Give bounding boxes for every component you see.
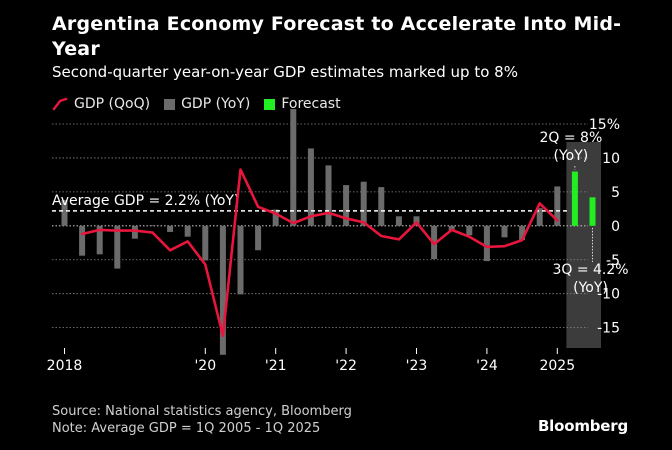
legend: GDP (QoQ) GDP (YoY) Forecast <box>52 94 355 114</box>
legend-item-forecast: Forecast <box>264 96 341 112</box>
yoy-bar <box>96 225 103 255</box>
yoy-bar <box>114 225 121 269</box>
legend-item-qoq: GDP (QoQ) <box>52 96 150 112</box>
yoy-bar-swatch <box>164 98 176 110</box>
legend-label-forecast: Forecast <box>281 96 341 112</box>
yoy-bar <box>131 225 138 239</box>
chart-title: Argentina Economy Forecast to Accelerate… <box>52 13 622 60</box>
yoy-bar <box>202 225 209 261</box>
yoy-bar <box>325 165 332 226</box>
y-tick-label: 5 <box>611 185 620 201</box>
y-tick-label: 0 <box>611 219 620 235</box>
yoy-bar <box>483 225 490 262</box>
x-tick-label: '23 <box>406 358 428 374</box>
legend-label-qoq: GDP (QoQ) <box>74 96 151 112</box>
yoy-bar <box>343 185 350 226</box>
yoy-bar <box>536 208 543 226</box>
yoy-bar <box>378 187 385 226</box>
legend-label-yoy: GDP (YoY) <box>181 96 251 112</box>
yoy-bar <box>307 148 314 226</box>
yoy-bar <box>167 225 174 232</box>
average-label: Average GDP = 2.2% (YoY) <box>52 193 239 209</box>
yoy-bar <box>395 216 402 226</box>
y-tick-label: -15 <box>597 321 620 337</box>
yoy-bar <box>237 225 244 295</box>
yoy-bar <box>501 225 508 238</box>
x-tick-label: '24 <box>476 358 498 374</box>
legend-item-yoy: GDP (YoY) <box>164 96 250 112</box>
yoy-bar <box>149 225 156 226</box>
annotation-3q: 3Q = 4.2% <box>552 262 628 278</box>
qoq-line <box>80 168 559 338</box>
yoy-bar <box>290 109 297 226</box>
annotation-2q-yoy: (YoY) <box>554 148 589 164</box>
yoy-bar <box>61 200 68 226</box>
source-note: Source: National statistics agency, Bloo… <box>52 404 352 419</box>
footer: Source: National statistics agency, Bloo… <box>52 403 352 437</box>
x-tick-label: 2018 <box>47 358 83 374</box>
yoy-bar <box>219 225 226 355</box>
y-tick-label: 10 <box>602 151 620 167</box>
yoy-bar <box>466 225 473 236</box>
yoy-bar <box>519 225 526 241</box>
yoy-bar <box>79 225 86 256</box>
forecast-shade <box>566 142 601 348</box>
yoy-bar <box>448 225 455 232</box>
forecast-bar <box>589 197 596 226</box>
y-tick-label: 15% <box>589 117 620 133</box>
x-tick-label: '22 <box>335 358 357 374</box>
forecast-bar <box>571 171 578 226</box>
y-tick-label: -5 <box>606 253 620 269</box>
chart-subtitle: Second-quarter year-on-year GDP estimate… <box>52 63 518 81</box>
yoy-bar <box>360 181 367 226</box>
x-tick-label: 2025 <box>539 358 575 374</box>
annotation-2q: 2Q = 8% <box>540 130 603 146</box>
x-tick-label: '21 <box>265 358 287 374</box>
yoy-bar <box>554 186 561 226</box>
x-tick-label: '20 <box>194 358 216 374</box>
yoy-bar <box>272 209 279 226</box>
yoy-bar <box>184 225 191 237</box>
yoy-bar <box>255 225 262 251</box>
average-note: Note: Average GDP = 1Q 2005 - 1Q 2025 <box>52 421 321 436</box>
forecast-bar-swatch <box>264 98 276 110</box>
y-tick-label: -10 <box>597 287 620 303</box>
yoy-bar <box>413 216 420 226</box>
bloomberg-logo: Bloomberg <box>537 417 628 435</box>
annotation-3q-yoy: (YoY) <box>573 280 608 296</box>
qoq-line-swatch <box>52 97 68 111</box>
